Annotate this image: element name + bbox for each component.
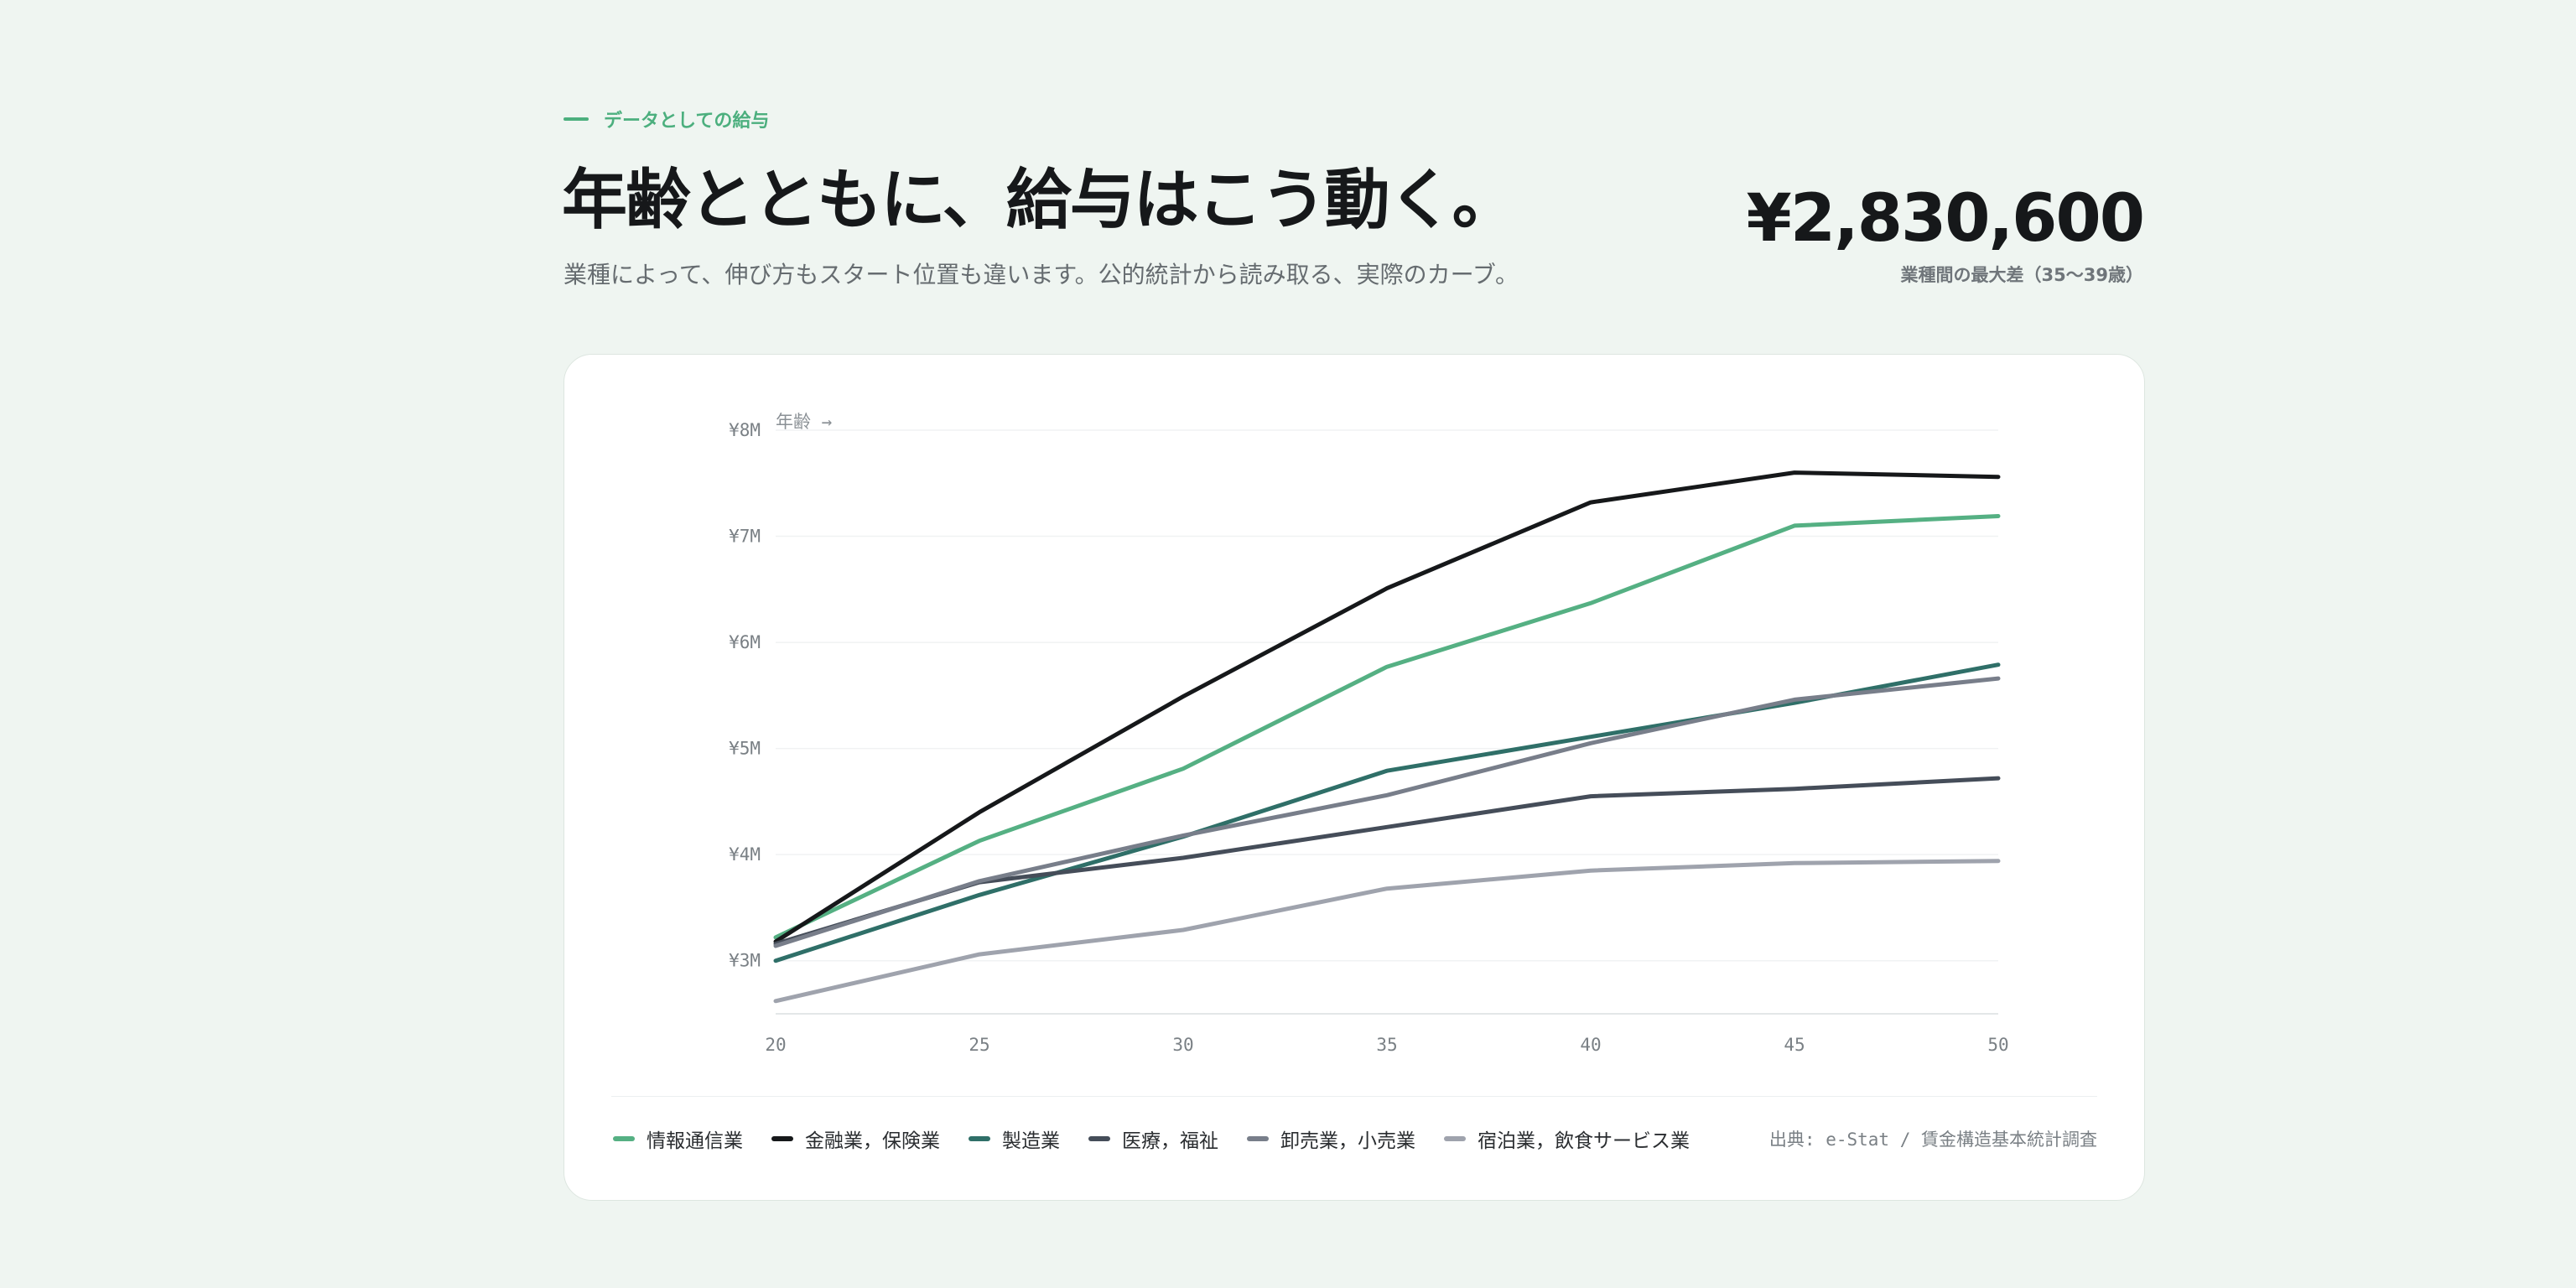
- legend-item: 宿泊業，飲食サービス業: [1444, 1124, 1690, 1153]
- x-tick-label: 30: [1172, 1035, 1193, 1055]
- legend-swatch: [613, 1136, 635, 1141]
- x-tick-label: 45: [1784, 1035, 1805, 1055]
- legend-item: 製造業: [969, 1124, 1060, 1153]
- page-title: 年齢とともに、給与はこう動く。: [562, 163, 1518, 238]
- legend-label: 宿泊業，飲食サービス業: [1478, 1130, 1690, 1152]
- x-tick-label: 50: [1987, 1035, 2008, 1055]
- legend-swatch: [1088, 1136, 1110, 1141]
- y-tick-label: ¥4M: [729, 844, 761, 865]
- x-axis-label: 年齢 →: [776, 412, 832, 432]
- legend-item: 情報通信業: [613, 1124, 743, 1153]
- legend-label: 卸売業，小売業: [1280, 1130, 1415, 1152]
- line-chart: ¥3M ¥4M ¥5M ¥6M ¥7M ¥8M 20 25 30 35 40 45 50 年齢 →: [729, 412, 2009, 1055]
- chart-card: ¥3M ¥4M ¥5M ¥6M ¥7M ¥8M 20 25 30 35 40 45 50 年齢 → 情…: [564, 354, 2145, 1201]
- y-tick-label: ¥5M: [729, 739, 761, 759]
- stat-value: ¥2,830,600: [1746, 181, 2145, 257]
- legend-item: 医療，福祉: [1088, 1124, 1218, 1153]
- legend-swatch: [1444, 1136, 1466, 1141]
- stat-block: ¥2,830,600 業種間の最大差（35〜39歳）: [1746, 181, 2145, 287]
- source-note: 出典: e-Stat / 賃金構造基本統計調査: [1768, 1130, 2097, 1150]
- eyebrow: データとしての給与: [564, 106, 769, 132]
- series-lines: [773, 470, 2001, 1004]
- y-tick-label: ¥8M: [729, 420, 761, 440]
- legend-label: 金融業，保険業: [805, 1130, 940, 1152]
- series-line-4: [773, 676, 2001, 948]
- y-axis-ticks: ¥3M ¥4M ¥5M ¥6M ¥7M ¥8M: [729, 420, 761, 971]
- chart-legend: 情報通信業 金融業，保険業 製造業 医療，福祉 卸売業，小売業 宿泊業，飲食サービス業: [613, 1124, 1718, 1153]
- series-line-5: [773, 859, 2001, 1004]
- y-tick-label: ¥6M: [729, 632, 761, 652]
- x-tick-label: 40: [1580, 1035, 1601, 1055]
- y-tick-label: ¥7M: [729, 527, 761, 547]
- legend-divider: [611, 1096, 2097, 1097]
- grid-lines: [776, 429, 1998, 1015]
- x-tick-label: 20: [765, 1035, 786, 1055]
- legend-swatch: [1247, 1136, 1269, 1141]
- legend-swatch: [771, 1136, 793, 1141]
- eyebrow-dash: [564, 117, 589, 121]
- series-line-1: [773, 470, 2001, 944]
- page-subtitle: 業種によって、伸び方もスタート位置も違います。公的統計から読み取る、実際のカーブ…: [564, 261, 1519, 288]
- legend-label: 情報通信業: [647, 1130, 743, 1152]
- legend-item: 金融業，保険業: [771, 1124, 940, 1153]
- x-tick-label: 25: [969, 1035, 989, 1055]
- legend-swatch: [969, 1136, 990, 1141]
- legend-label: 製造業: [1002, 1130, 1060, 1152]
- x-tick-label: 35: [1376, 1035, 1397, 1055]
- x-axis-ticks: 20 25 30 35 40 45 50: [765, 1035, 2008, 1055]
- series-line-2: [773, 662, 2001, 963]
- stat-label: 業種間の最大差（35〜39歳）: [1900, 265, 2143, 285]
- y-tick-label: ¥3M: [729, 951, 761, 971]
- series-line-0: [773, 514, 2001, 940]
- eyebrow-label: データとしての給与: [604, 111, 770, 132]
- legend-item: 卸売業，小売業: [1247, 1124, 1415, 1153]
- legend-label: 医療，福祉: [1122, 1130, 1218, 1152]
